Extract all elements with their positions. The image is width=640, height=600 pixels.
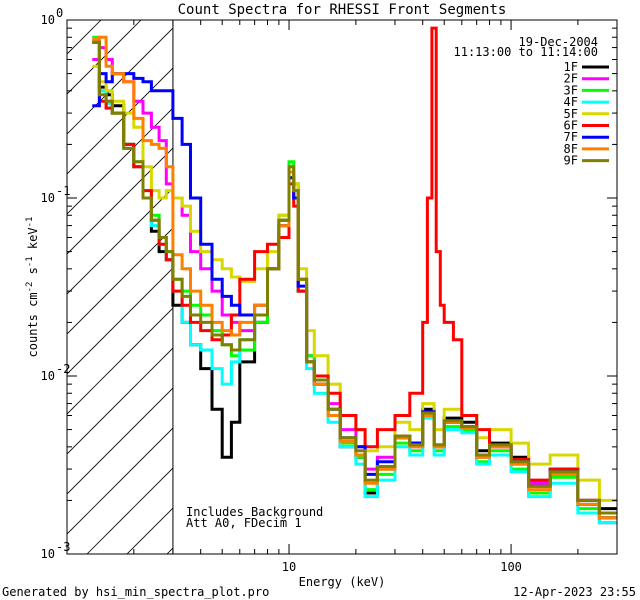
plot-frame	[66, 19, 618, 555]
svg-text:counts cm-2 s-1 keV-1: counts cm-2 s-1 keV-1	[25, 217, 40, 358]
hatch-line	[67, 187, 173, 295]
x-tick-label: 100	[500, 560, 522, 574]
legend-label-2F: 2F	[564, 72, 578, 86]
legend-label-8F: 8F	[564, 142, 578, 156]
hatch-line	[67, 27, 173, 135]
annotation-background: Includes Background	[186, 505, 323, 519]
hatched-region	[0, 0, 174, 554]
y-tick-exponent: -3	[56, 540, 70, 554]
y-tick-exponent: -1	[56, 184, 70, 198]
series-layer	[92, 26, 617, 525]
hatch-line	[67, 147, 173, 255]
annotation-attenuator: Att A0, FDecim 1	[186, 516, 302, 530]
hatch-line	[67, 267, 173, 375]
x-axis-label: Energy (keV)	[299, 575, 386, 589]
chart-title: Count Spectra for RHESSI Front Segments	[178, 2, 507, 18]
legend-label-3F: 3F	[564, 83, 578, 97]
legend-date: 19-Dec-2004	[519, 35, 598, 49]
y-tick-exponent: 0	[56, 6, 63, 20]
y-tick-label: 10	[41, 369, 55, 383]
y-axis-label: counts cm-2 s-1 keV-1	[25, 217, 40, 358]
legend-label-6F: 6F	[564, 119, 578, 133]
y-tick-exponent: -2	[56, 362, 70, 376]
hatch-line	[0, 0, 7, 554]
legend-time-range: 11:13:00 to 11:14:00	[454, 45, 599, 59]
axis-ticks	[66, 19, 618, 555]
y-tick-label: 10	[41, 13, 55, 27]
hatch-line	[0, 0, 87, 554]
y-tick-label: 10	[41, 547, 55, 561]
hatch-line	[67, 387, 173, 495]
hatch-line	[67, 347, 173, 455]
y-tick-label: 10	[41, 191, 55, 205]
footer-timestamp: 12-Apr-2023 23:55	[513, 585, 636, 599]
legend-label-4F: 4F	[564, 95, 578, 109]
footer-generated-by: Generated by hsi_min_spectra_plot.pro	[2, 585, 269, 599]
x-tick-label: 10	[282, 560, 296, 574]
legend-label-9F: 9F	[564, 154, 578, 168]
legend-label-5F: 5F	[564, 107, 578, 121]
hatch-line	[67, 427, 173, 535]
hatch-line	[67, 227, 173, 335]
hatch-line	[67, 307, 173, 415]
legend-label-1F: 1F	[564, 60, 578, 74]
legend-label-7F: 7F	[564, 130, 578, 144]
series-9F	[92, 40, 617, 515]
